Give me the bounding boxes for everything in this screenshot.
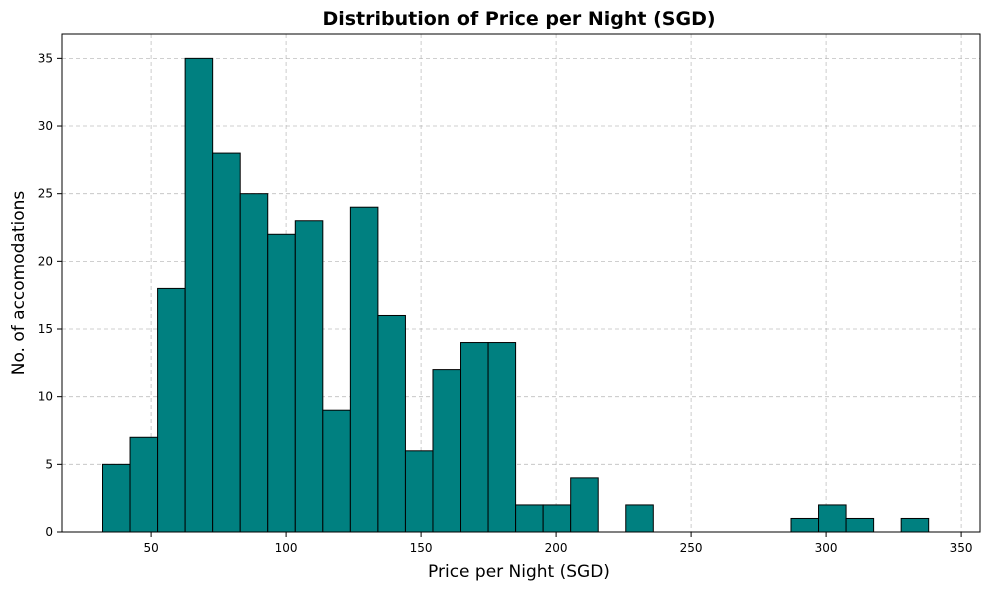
bar-0 (102, 463, 131, 533)
bar-12 (432, 369, 462, 533)
bars (102, 57, 930, 533)
x-tick-label-3: 200 (545, 541, 568, 555)
bar-11 (404, 450, 434, 533)
y-axis-ticks: 0 5 10 15 20 25 30 35 (38, 51, 62, 539)
bar-26 (818, 504, 847, 533)
bar-7 (294, 220, 324, 533)
y-tick-label-6: 30 (38, 119, 53, 133)
bar-13 (460, 342, 489, 533)
bar-3 (184, 57, 214, 533)
bar-6 (267, 233, 296, 533)
y-tick-label-7: 35 (38, 51, 53, 65)
bar-9 (349, 206, 379, 533)
bar-14 (487, 342, 517, 533)
bar-5 (239, 193, 269, 533)
plot-frame (61, 33, 981, 533)
bar-8 (322, 409, 351, 533)
x-tick-label-0: 50 (143, 541, 158, 555)
bar-29 (900, 517, 930, 533)
bar-10 (377, 314, 406, 533)
y-tick-label-3: 15 (38, 322, 53, 336)
y-tick-label-1: 5 (45, 457, 53, 471)
x-tick-label-2: 150 (410, 541, 433, 555)
x-tick-label-1: 100 (275, 541, 298, 555)
bar-19 (625, 504, 654, 533)
y-tick-label-0: 0 (45, 525, 53, 539)
y-tick-label-4: 20 (38, 254, 53, 268)
bar-27 (845, 517, 875, 533)
chart-title: Distribution of Price per Night (SGD) (322, 8, 715, 30)
bar-2 (157, 287, 186, 533)
x-axis-label: Price per Night (SGD) (428, 562, 610, 582)
bar-17 (570, 477, 599, 533)
bar-16 (542, 504, 572, 533)
bar-25 (790, 517, 820, 533)
bar-4 (212, 152, 241, 533)
y-axis-label: No. of accomodations (9, 191, 29, 376)
x-axis-ticks: 50 100 150 200 250 300 350 (143, 532, 973, 555)
x-tick-label-5: 300 (815, 541, 838, 555)
x-tick-label-6: 350 (950, 541, 973, 555)
bar-15 (515, 504, 544, 533)
y-tick-label-5: 25 (38, 187, 53, 201)
x-tick-label-4: 250 (680, 541, 703, 555)
bar-1 (129, 436, 159, 533)
y-tick-label-2: 10 (38, 390, 53, 404)
